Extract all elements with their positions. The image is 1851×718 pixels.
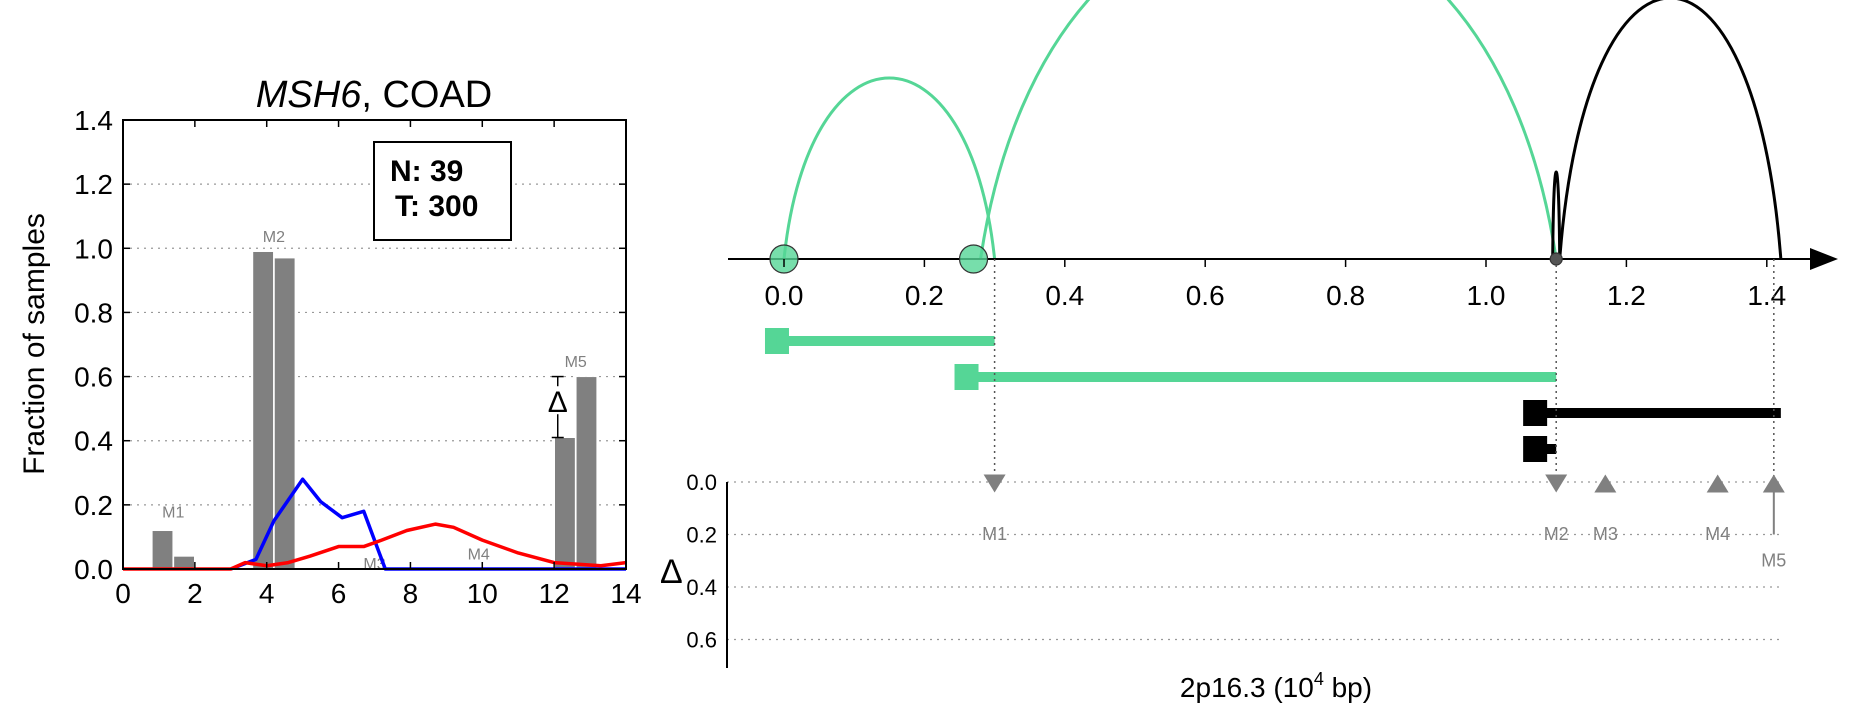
transcript-bar [1535,408,1781,418]
splice-arc [1551,170,1562,260]
splice-arc [1558,0,1783,260]
left-x-tick-label: 2 [187,578,203,609]
transcript-bar [966,372,1557,382]
left-y-tick-label: 0.6 [74,362,113,393]
tumor-count: T: 300 [395,190,478,223]
exon-node [958,244,989,274]
left-series-lines [123,477,627,571]
left-bars [151,250,598,570]
transcript-bars [764,328,1781,462]
delta-marker-triangle [1762,474,1785,493]
right-gene-diagram: 0.0 0.2 0.4 0.6 0.8 1.0 1.2 1.4 0.00.20.40.6 Δ … [660,0,1838,703]
delta-tick-label: 0.4 [686,575,717,600]
genomic-axis-arrowhead [1810,248,1838,270]
right-x-tick-label: 0.6 [1186,280,1225,311]
left-y-tick-label: 0.4 [74,426,113,457]
left-y-axis-label: Fraction of samples [18,213,51,475]
left-y-tick-label: 0.8 [74,297,113,328]
right-x-tick-label: 1.0 [1467,280,1506,311]
left-x-tick-label: 10 [467,578,498,609]
series-line [230,477,626,571]
left-x-tick-label: 6 [331,578,347,609]
left-x-tick-label: 14 [610,578,641,609]
left-y-tick-label: 1.2 [74,169,113,200]
delta-tick-label: 0.2 [686,523,717,548]
delta-marker-triangle [983,474,1006,493]
left-delta-marker: Δ [545,375,570,439]
left-chart-title: MSH6, COAD [256,74,492,116]
right-x-tick-label: 0.0 [765,280,804,311]
right-x-ticks: 0.0 0.2 0.4 0.6 0.8 1.0 1.2 1.4 [765,259,1786,311]
delta-symbol-bg [545,386,570,415]
delta-markers: M1 M2 M3 M4 M5 [982,474,1786,571]
delta-marker-label: M3 [1593,524,1618,544]
normal-count: N: 39 [390,155,463,188]
bar [151,530,174,570]
left-x-tick-label: 4 [259,578,275,609]
splice-arcs [782,0,1783,260]
delta-marker-triangle [1594,474,1617,493]
right-x-tick-label: 0.4 [1045,280,1084,311]
delta-marker-label: M1 [982,524,1007,544]
splice-arc [782,76,997,260]
delta-grid: 0.0 0.2 0.4 0.6 [686,470,1780,653]
right-x-tick-label: 0.8 [1326,280,1365,311]
left-y-tick-label: 0.0 [74,554,113,585]
delta-axis-label: Δ [660,553,683,591]
transcript-bar [1535,444,1557,454]
bar [575,376,598,570]
sample-count-box: N: 39 T: 300 [373,141,512,241]
left-y-tick-label: 1.4 [74,105,113,136]
bar-label: M1 [162,505,184,522]
left-y-ticks: 0.0 0.2 0.4 0.6 0.8 1.0 1.2 1.4 [74,105,626,585]
bar-label: M2 [263,229,285,246]
left-y-tick-label: 0.2 [74,490,113,521]
bar [173,555,195,570]
right-x-tick-label: 1.2 [1607,280,1646,311]
left-x-tick-label: 0 [115,578,131,609]
right-x-axis-label: 2p16.3 (104 bp) [1180,669,1372,703]
bar [273,257,296,570]
delta-symbol: Δ [548,386,568,419]
left-plot-frame [122,119,627,570]
left-x-ticks: 0 2 4 6 8 10 12 14 [115,120,642,609]
left-x-tick-label: 12 [539,578,570,609]
series-line [123,522,627,571]
delta-marker-label: M2 [1544,524,1569,544]
bar [252,250,275,570]
left-x-tick-label: 8 [403,578,419,609]
delta-marker-triangle [1706,474,1729,493]
marker-guide-lines [993,259,1775,486]
bar-label: M4 [468,546,490,563]
delta-marker-label: M4 [1705,524,1730,544]
bar [554,437,576,570]
right-x-tick-label: 0.2 [905,280,944,311]
bar-label: M5 [565,354,587,371]
transcript-bar [776,336,995,346]
splice-arc [979,0,1558,260]
delta-tick-label: 0.6 [686,628,717,653]
delta-tick-label: 0.0 [686,470,717,495]
right-x-tick-label: 1.4 [1747,280,1786,311]
delta-marker-triangle [1545,474,1568,493]
left-y-tick-label: 1.0 [74,233,113,264]
delta-marker-label: M5 [1761,551,1786,571]
